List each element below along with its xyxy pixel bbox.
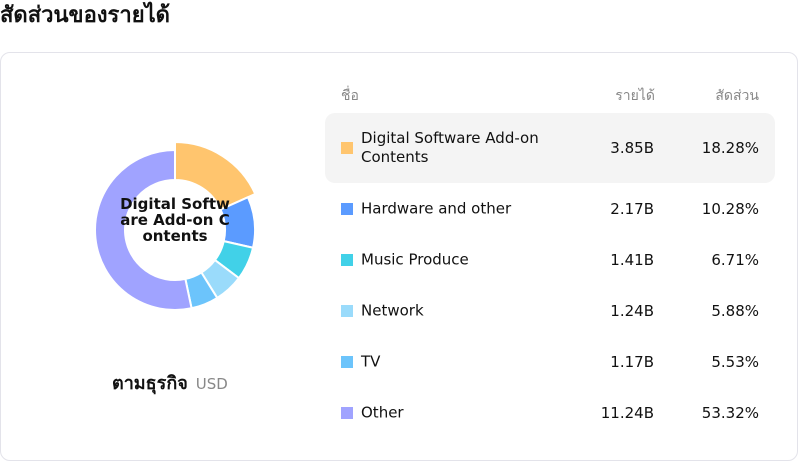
row-revenue: 1.17B (610, 353, 654, 371)
table-row[interactable]: Other 11.24B 53.32% (325, 378, 775, 448)
row-name: Music Produce (361, 250, 469, 269)
row-share: 53.32% (701, 404, 759, 422)
table-row[interactable]: Digital Software Add-on Contents 3.85B 1… (325, 113, 775, 183)
legend-swatch (341, 254, 353, 266)
page-title: สัดส่วนของรายได้ (0, 3, 170, 28)
row-share: 10.28% (701, 200, 759, 218)
legend-swatch (341, 356, 353, 368)
row-share: 6.71% (711, 251, 759, 269)
row-revenue: 3.85B (610, 139, 654, 157)
donut-slice[interactable] (94, 148, 193, 311)
table-row[interactable]: Hardware and other 2.17B 10.28% (325, 174, 775, 244)
legend-swatch (341, 142, 353, 154)
row-name: Network (361, 301, 424, 320)
row-name: Other (361, 403, 404, 422)
table-row[interactable]: TV 1.17B 5.53% (325, 327, 775, 397)
donut-slice[interactable] (174, 140, 257, 211)
donut-chart (94, 140, 257, 311)
header-revenue: รายได้ (615, 88, 655, 104)
legend-swatch (341, 407, 353, 419)
header-share: สัดส่วน (715, 88, 759, 104)
revenue-card (0, 52, 798, 461)
donut-center-label: Digital Software Add-on Contents (120, 195, 230, 245)
row-share: 5.53% (711, 353, 759, 371)
row-revenue: 1.24B (610, 302, 654, 320)
segment-label: ตามธุรกิจ (112, 373, 188, 394)
row-revenue: 1.41B (610, 251, 654, 269)
currency-unit: USD (195, 375, 228, 393)
row-revenue: 11.24B (600, 404, 654, 422)
table-row[interactable]: Music Produce 1.41B 6.71% (325, 225, 775, 295)
row-name: Digital Software Add-on Contents (361, 129, 539, 166)
row-name: Hardware and other (361, 199, 512, 218)
row-share: 18.28% (701, 139, 759, 157)
legend-swatch (341, 305, 353, 317)
header-name: ชื่อ (341, 88, 359, 104)
segment-selector[interactable]: ตามธุรกิจ USD (112, 368, 228, 397)
table-row[interactable]: Network 1.24B 5.88% (325, 276, 775, 346)
row-revenue: 2.17B (610, 200, 654, 218)
legend-swatch (341, 203, 353, 215)
row-share: 5.88% (711, 302, 759, 320)
row-name: TV (361, 352, 381, 371)
